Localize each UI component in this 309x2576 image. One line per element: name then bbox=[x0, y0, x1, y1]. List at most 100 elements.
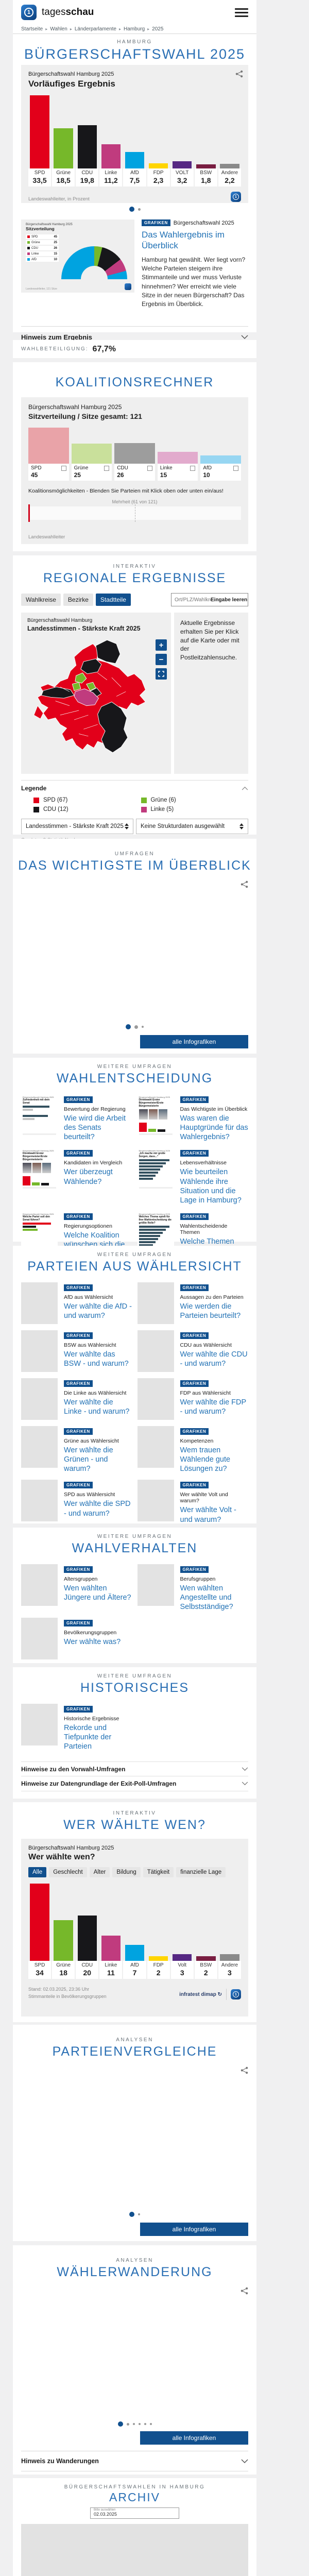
structure-data-select[interactable]: Keine Strukturdaten ausgewählt bbox=[136, 819, 248, 834]
carousel-dot[interactable] bbox=[138, 2423, 141, 2425]
card-title-link[interactable]: Wer wählte das BSW - und warum? bbox=[64, 1350, 129, 1368]
breadcrumb-link[interactable]: Wahlen bbox=[50, 26, 67, 32]
map-fullscreen-button[interactable] bbox=[156, 668, 167, 680]
filter-chip-tätigkeit[interactable]: Tätigkeit bbox=[143, 1867, 174, 1877]
breadcrumb-link[interactable]: Startseite bbox=[21, 26, 43, 32]
accordion-row[interactable]: Hinweise zu den Vorwahl-Umfragen bbox=[21, 1761, 248, 1777]
party-bar-light-cdu[interactable] bbox=[114, 443, 155, 464]
share-icon[interactable] bbox=[241, 2066, 248, 2077]
share-icon[interactable] bbox=[241, 880, 248, 891]
card-title-link[interactable]: Was waren die Hauptgründe für das Wahler… bbox=[180, 1114, 248, 1142]
card-thumbnail[interactable]: Bürgerschaftswahl Hamburg 2025 Zufriedenh… bbox=[21, 1094, 58, 1136]
carousel-dot[interactable] bbox=[129, 207, 134, 212]
card-title-link[interactable]: Wer überzeugt Wählende? bbox=[64, 1168, 113, 1186]
breadcrumb-link[interactable]: 2025 bbox=[152, 26, 164, 32]
card-thumbnail[interactable]: Bürgerschaftswahl Hamburg 2025 Direktwahl… bbox=[137, 1094, 174, 1136]
share-icon[interactable] bbox=[241, 2287, 248, 2297]
sitzverteilung-thumbnail[interactable]: Bürgerschaftswahl Hamburg 2025 Sitzverte… bbox=[21, 219, 134, 293]
filter-chip-alle[interactable]: Alle bbox=[28, 1867, 47, 1877]
carousel-dot[interactable] bbox=[138, 208, 141, 211]
card-thumbnail[interactable] bbox=[137, 1330, 174, 1372]
party-bar-light-spd[interactable] bbox=[28, 428, 69, 464]
card-thumbnail[interactable] bbox=[21, 1378, 58, 1420]
carousel-dot[interactable] bbox=[129, 2212, 134, 2217]
clear-input-button[interactable]: Eingabe leeren bbox=[211, 597, 248, 603]
breadcrumb-link[interactable]: Länderparlamente bbox=[74, 26, 116, 32]
card-title-link[interactable]: Wen wählten Angestellte und Selbstständi… bbox=[180, 1584, 233, 1612]
map-zoom-out-button[interactable]: − bbox=[156, 654, 167, 665]
breadcrumb-link[interactable]: Hamburg bbox=[124, 26, 145, 32]
map-metric-select[interactable]: Landesstimmen - Stärkste Kraft 2025 bbox=[21, 819, 133, 834]
card-title-link[interactable]: Wie beurteilen Wählende ihre Situation u… bbox=[180, 1168, 242, 1205]
card-title-link[interactable]: Wie wird die Arbeit des Senats beurteilt… bbox=[64, 1114, 126, 1142]
legend-accordion[interactable]: Legende bbox=[21, 785, 248, 792]
carousel-dot[interactable] bbox=[134, 1025, 138, 1029]
party-bar-light-linke[interactable] bbox=[157, 452, 198, 464]
card-thumbnail[interactable] bbox=[21, 1704, 58, 1745]
card-title-link[interactable]: Wer wählte die Linke - und warum? bbox=[64, 1398, 130, 1416]
carousel-dot[interactable] bbox=[144, 2423, 146, 2425]
card-thumbnail[interactable] bbox=[137, 1564, 174, 1606]
party-checkbox[interactable] bbox=[233, 465, 238, 471]
card-thumbnail[interactable] bbox=[21, 1564, 58, 1606]
filter-chip-alter[interactable]: Alter bbox=[89, 1867, 110, 1877]
site-wordmark[interactable]: tagesschau bbox=[42, 7, 94, 18]
card-thumbnail[interactable]: Bürgerschaftswahl Hamburg 2025 Direktwahl… bbox=[21, 1148, 58, 1190]
party-bar-light-afd[interactable] bbox=[200, 455, 241, 464]
hamburg-map[interactable] bbox=[27, 635, 159, 763]
map-tab-bezirke[interactable]: Bezirke bbox=[63, 594, 93, 606]
party-checkbox[interactable] bbox=[147, 465, 152, 471]
card-thumbnail[interactable] bbox=[21, 1282, 58, 1324]
accordion-hinweis-wanderungen[interactable]: Hinweis zu Wanderungen bbox=[21, 2451, 248, 2471]
card-thumbnail[interactable] bbox=[137, 1378, 174, 1420]
party-bar-light-grüne[interactable] bbox=[71, 444, 112, 464]
teaser-title-link[interactable]: Das Wahlergebnis im Überblick bbox=[142, 230, 225, 251]
card-title-link[interactable]: Wer wählte die AfD - und warum? bbox=[64, 1302, 132, 1320]
carousel-dot[interactable] bbox=[142, 1026, 144, 1028]
card-title-link[interactable]: Wer wählte Volt - und warum? bbox=[180, 1506, 236, 1524]
carousel-dot[interactable] bbox=[126, 2422, 129, 2426]
alle-infografiken-button[interactable]: alle Infografiken bbox=[140, 2223, 248, 2236]
carousel-dot[interactable] bbox=[138, 2213, 140, 2215]
filter-chip-geschlecht[interactable]: Geschlecht bbox=[49, 1867, 87, 1877]
card-title-link[interactable]: Wen wählten Jüngere und Ältere? bbox=[64, 1584, 131, 1602]
card-title-link[interactable]: Wer wählte die CDU - und warum? bbox=[180, 1350, 248, 1368]
carousel-dot[interactable] bbox=[126, 1024, 131, 1029]
map-zoom-in-button[interactable]: + bbox=[156, 639, 167, 651]
menu-burger-icon[interactable] bbox=[235, 6, 248, 19]
plz-search-input[interactable] bbox=[175, 597, 211, 603]
alle-infografiken-button[interactable]: alle Infografiken bbox=[140, 1035, 248, 1048]
filter-chip-bildung[interactable]: Bildung bbox=[112, 1867, 141, 1877]
party-checkbox[interactable] bbox=[104, 465, 110, 471]
alle-infografiken-button[interactable]: alle Infografiken bbox=[140, 2431, 248, 2445]
card-title-link[interactable]: Rekorde und Tiefpunkte der Parteien bbox=[64, 1724, 112, 1751]
map-tab-wahlkreise[interactable]: Wahlkreise bbox=[21, 594, 61, 606]
card-thumbnail[interactable] bbox=[21, 1330, 58, 1372]
card-title-link[interactable]: Wer wählte die Grünen - und warum? bbox=[64, 1446, 113, 1473]
map-tab-stadtteile[interactable]: Stadtteile bbox=[95, 594, 131, 606]
card-thumbnail[interactable] bbox=[137, 1426, 174, 1468]
card-title-link[interactable]: Wer wählte die SPD - und warum? bbox=[64, 1500, 131, 1518]
party-checkbox[interactable] bbox=[190, 465, 196, 471]
card-title-link[interactable]: Wer wählte die FDP - und warum? bbox=[180, 1398, 246, 1416]
card-title-link[interactable]: Wie werden die Parteien beurteilt? bbox=[180, 1302, 241, 1320]
filter-chip-finanzielle-lage[interactable]: finanzielle Lage bbox=[176, 1867, 226, 1877]
map-legend-item: Grüne (6) bbox=[141, 797, 249, 803]
share-icon[interactable] bbox=[235, 70, 243, 78]
card-thumbnail[interactable] bbox=[21, 1426, 58, 1468]
card-thumbnail[interactable] bbox=[21, 1480, 58, 1522]
tagesschau-logo-icon[interactable]: 1 bbox=[21, 5, 37, 20]
breadcrumb-separator-icon: ▸ bbox=[45, 27, 48, 31]
archiv-year-select[interactable]: Bitte auswählen 02.03.2025 bbox=[90, 2507, 179, 2519]
card-title-link[interactable]: Wer wählte was? bbox=[64, 1638, 121, 1647]
card-thumbnail[interactable]: Bürgerschaftswahl Hamburg 2025 „Ich mache… bbox=[137, 1148, 174, 1190]
card-thumbnail[interactable] bbox=[21, 1618, 58, 1660]
carousel-dot[interactable] bbox=[149, 2423, 152, 2425]
carousel-dot[interactable] bbox=[132, 2423, 135, 2425]
card-thumbnail[interactable] bbox=[137, 1282, 174, 1324]
card-thumbnail[interactable] bbox=[137, 1480, 174, 1522]
party-checkbox[interactable] bbox=[61, 465, 66, 471]
carousel-dot[interactable] bbox=[117, 2421, 123, 2427]
card-title-link[interactable]: Wem trauen Wählende gute Lösungen zu? bbox=[180, 1446, 231, 1473]
accordion-row[interactable]: Hinweise zur Datengrundlage der Exit-Pol… bbox=[21, 1776, 248, 1792]
